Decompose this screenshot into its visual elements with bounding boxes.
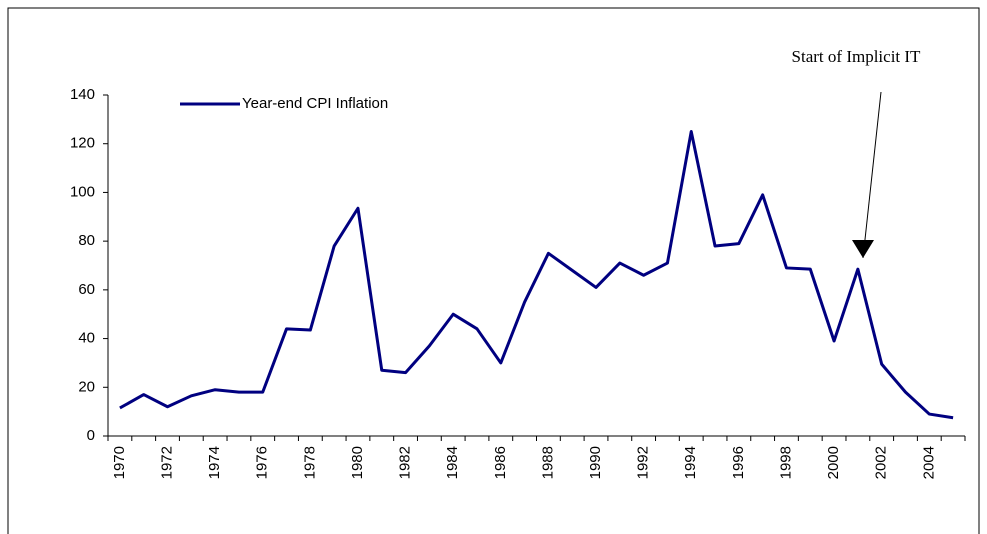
x-tick-label: 2004: [920, 446, 937, 479]
x-tick-label: 1996: [730, 446, 747, 479]
x-tick-label: 1986: [492, 446, 509, 479]
x-tick-label: 1978: [301, 446, 318, 479]
x-tick-label: 2002: [873, 446, 890, 479]
x-tick-label: 1990: [587, 446, 604, 479]
series-line: [119, 130, 954, 420]
x-tick-label: 1994: [682, 446, 699, 479]
x-tick-label: 1970: [111, 446, 128, 479]
x-tick-label: 1998: [777, 446, 794, 479]
x-tick-label: 1984: [444, 446, 461, 479]
y-tick-label: 40: [78, 330, 95, 347]
x-tick-label: 1974: [206, 446, 223, 479]
y-tick-label: 20: [78, 378, 95, 395]
x-tick-label: 1988: [539, 446, 556, 479]
y-tick-label: 100: [70, 183, 95, 200]
y-tick-label: 0: [87, 427, 95, 444]
annotation: Start of Implicit IT: [792, 47, 922, 66]
y-tick-label: 80: [78, 232, 95, 249]
x-tick-label: 2000: [825, 446, 842, 479]
x-tick-label: 1982: [397, 446, 414, 479]
x-tick-label: 1976: [254, 446, 271, 479]
legend-label: Year-end CPI Inflation: [242, 95, 388, 112]
y-tick-label: 140: [70, 86, 95, 103]
y-tick-label: 60: [78, 281, 95, 298]
y-tick-label: 120: [70, 135, 95, 152]
x-tick-label: 1980: [349, 446, 366, 479]
frame: [7, 7, 980, 534]
arrow-head: [852, 240, 874, 258]
annotation-arrow: [862, 91, 882, 259]
x-tick-label: 1972: [158, 446, 175, 479]
x-tick-label: 1992: [635, 446, 652, 479]
